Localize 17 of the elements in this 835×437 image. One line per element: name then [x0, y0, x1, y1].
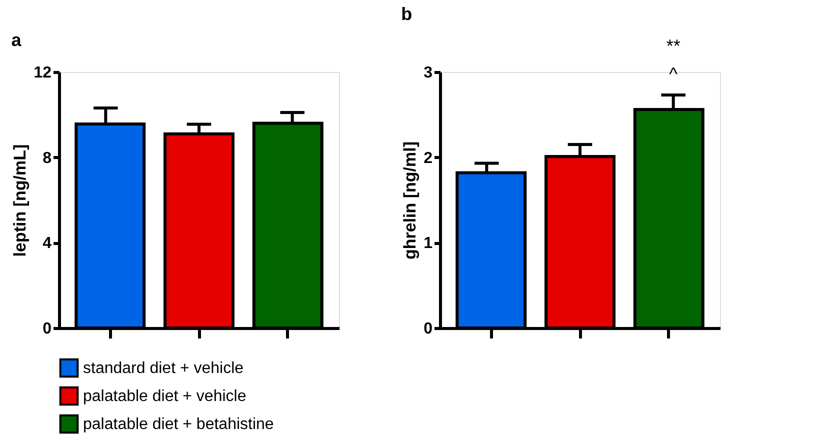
y-tick-label: 12 [34, 64, 52, 82]
y-tick-label: 3 [424, 64, 433, 82]
legend-label: palatable diet + betahistine [83, 416, 274, 433]
y-tick-label: 8 [42, 150, 52, 167]
y-tick-label: 4 [42, 235, 52, 252]
y-axis-title: ghrelin [ng/ml] [400, 141, 420, 260]
y-tick-label: 2 [424, 150, 433, 167]
text: ** [666, 36, 680, 56]
y-tick-label: 0 [424, 320, 433, 338]
chart-title: a [11, 30, 22, 50]
y-axis-title: leptin [ng/mL] [10, 144, 30, 257]
chart-title: b [401, 4, 412, 24]
y-tick-label: 1 [424, 235, 433, 252]
annotation: ^ [669, 64, 678, 84]
legend-label: palatable diet + vehicle [83, 388, 246, 405]
legend-label: standard diet + vehicle [83, 360, 244, 377]
y-tick-label: 0 [42, 320, 52, 338]
